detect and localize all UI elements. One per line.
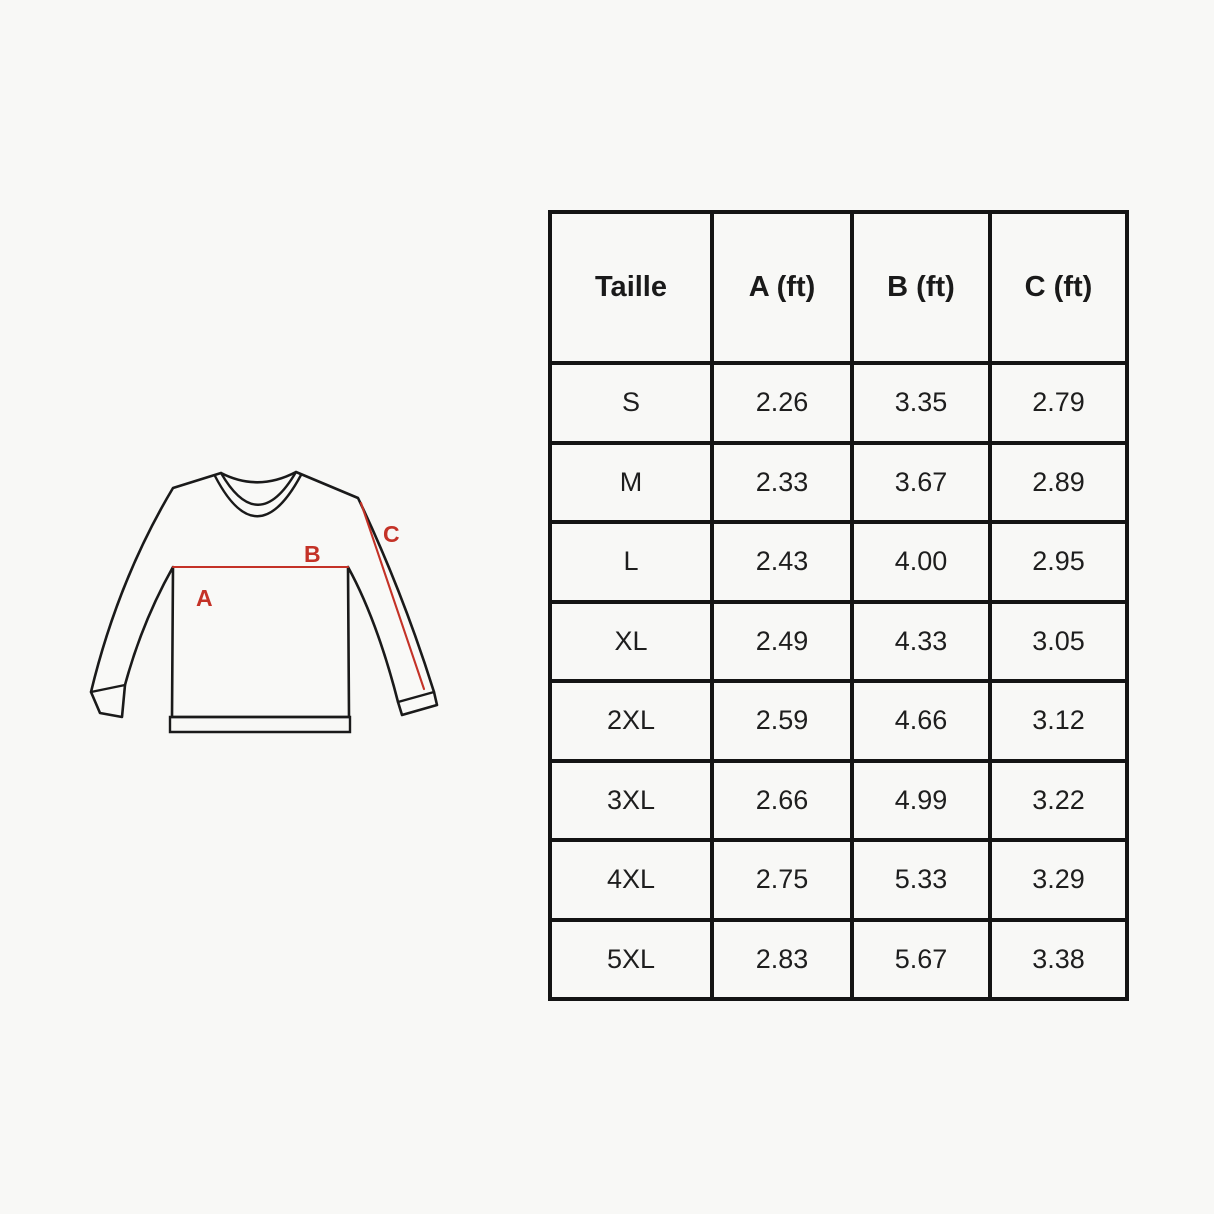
garment-outline — [89, 470, 439, 719]
table-row: L 2.43 4.00 2.95 — [548, 520, 1129, 604]
size-table-header: Taille A (ft) B (ft) C (ft) — [548, 210, 1129, 365]
value-cell: 2.26 — [710, 361, 854, 445]
value-cell: 2.43 — [710, 520, 854, 604]
value-cell: 2.33 — [710, 440, 854, 524]
header-cell-size: Taille — [548, 210, 714, 365]
measure-label-b: B — [304, 541, 321, 567]
size-cell: L — [548, 520, 714, 604]
value-cell: 2.83 — [710, 917, 854, 1001]
value-cell: 2.59 — [710, 679, 854, 763]
sweatshirt-illustration-svg: A B C — [89, 470, 439, 734]
value-cell: 3.38 — [988, 917, 1129, 1001]
sleeve-measure-line — [359, 501, 426, 691]
right-cuff-line — [396, 690, 436, 704]
size-chart-table: Taille A (ft) B (ft) C (ft) S 2.26 3.35 2.7… — [548, 210, 1129, 1001]
table-row: 5XL 2.83 5.67 3.38 — [548, 917, 1129, 1001]
table-row: 4XL 2.75 5.33 3.29 — [548, 838, 1129, 922]
value-cell: 4.00 — [850, 520, 992, 604]
value-cell: 2.49 — [710, 599, 854, 683]
value-cell: 5.33 — [850, 838, 992, 922]
header-cell-b: B (ft) — [850, 210, 992, 365]
value-cell: 2.79 — [988, 361, 1129, 445]
header-cell-c: C (ft) — [988, 210, 1129, 365]
value-cell: 4.66 — [850, 679, 992, 763]
sweatshirt-diagram: A B C — [60, 440, 460, 770]
value-cell: 2.75 — [710, 838, 854, 922]
size-cell: 2XL — [548, 679, 714, 763]
value-cell: 3.35 — [850, 361, 992, 445]
table-row: 2XL 2.59 4.66 3.12 — [548, 679, 1129, 763]
table-row: S 2.26 3.35 2.79 — [548, 361, 1129, 445]
size-cell: XL — [548, 599, 714, 683]
collar-outer-arc — [213, 473, 303, 518]
header-row: Taille A (ft) B (ft) C (ft) — [548, 210, 1129, 365]
size-cell: 3XL — [548, 758, 714, 842]
size-cell: S — [548, 361, 714, 445]
hem-band — [168, 715, 352, 734]
table-row: 3XL 2.66 4.99 3.22 — [548, 758, 1129, 842]
table-row: XL 2.49 4.33 3.05 — [548, 599, 1129, 683]
header-cell-a: A (ft) — [710, 210, 854, 365]
value-cell: 3.67 — [850, 440, 992, 524]
value-cell: 2.66 — [710, 758, 854, 842]
value-cell: 3.12 — [988, 679, 1129, 763]
value-cell: 4.33 — [850, 599, 992, 683]
value-cell: 2.89 — [988, 440, 1129, 524]
table-row: M 2.33 3.67 2.89 — [548, 440, 1129, 524]
value-cell: 3.05 — [988, 599, 1129, 683]
size-table-body: S 2.26 3.35 2.79 M 2.33 3.67 2.89 L 2.43 4.00 2.95 X… — [548, 361, 1129, 1001]
left-cuff-line — [89, 683, 127, 694]
value-cell: 3.22 — [988, 758, 1129, 842]
size-cell: M — [548, 440, 714, 524]
measure-label-a: A — [196, 585, 213, 611]
collar-inner-arc — [219, 470, 298, 506]
measure-label-c: C — [383, 521, 400, 547]
value-cell: 2.95 — [988, 520, 1129, 604]
value-cell: 4.99 — [850, 758, 992, 842]
value-cell: 3.29 — [988, 838, 1129, 922]
value-cell: 5.67 — [850, 917, 992, 1001]
size-cell: 5XL — [548, 917, 714, 1001]
size-cell: 4XL — [548, 838, 714, 922]
